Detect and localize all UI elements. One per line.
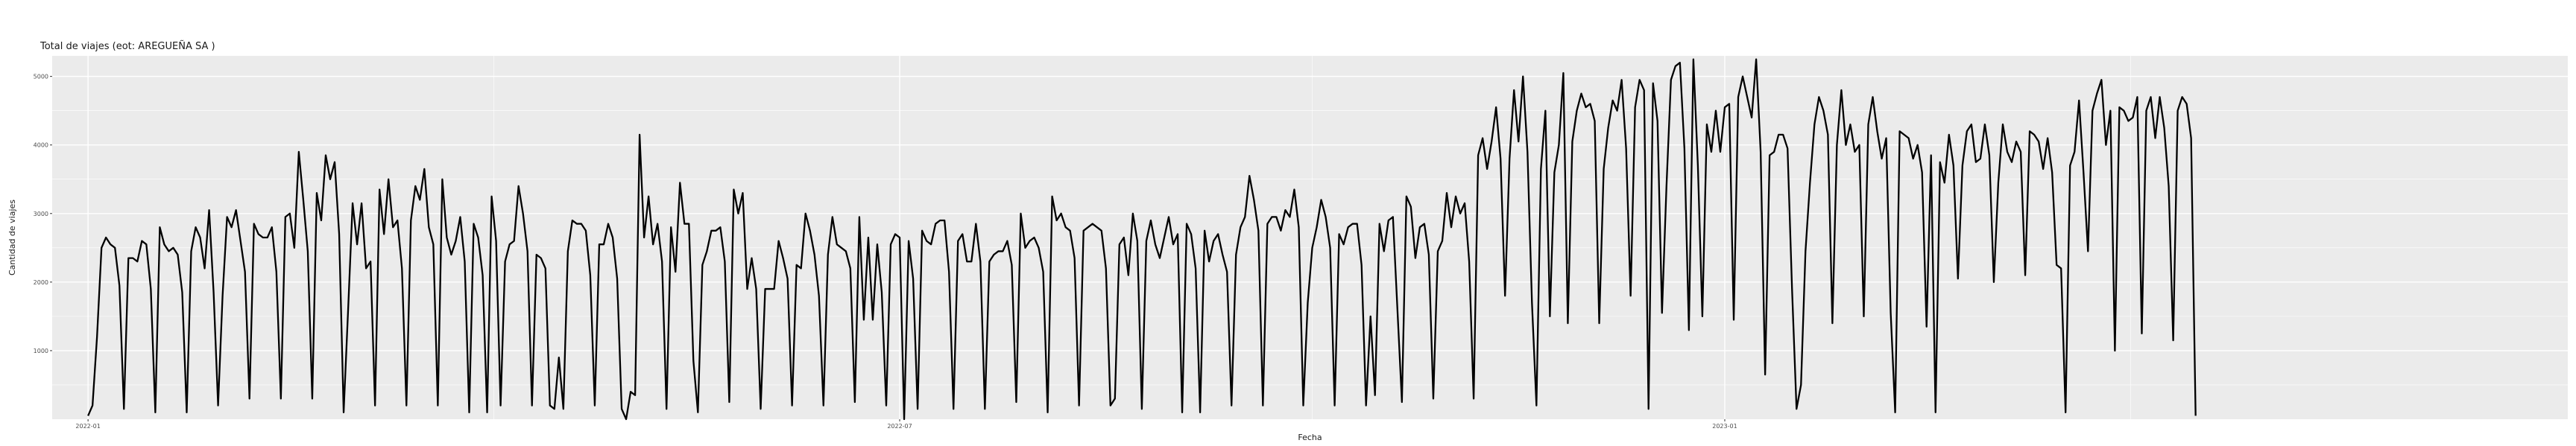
y-axis: 1000 2000 3000 4000 5000 xyxy=(34,74,52,354)
y-tick-label: 4000 xyxy=(34,142,48,149)
y-tick-label: 1000 xyxy=(34,348,48,354)
y-tick-label: 5000 xyxy=(34,74,48,80)
chart-title: Total de viajes (eot: AREGUEÑA SA ) xyxy=(40,40,215,52)
x-tick-label: 2022-07 xyxy=(887,423,912,430)
x-axis: 2022-01 2022-07 2023-01 xyxy=(75,419,1737,430)
y-tick-label: 2000 xyxy=(34,279,48,286)
x-axis-title: Fecha xyxy=(1298,433,1322,442)
major-gridlines xyxy=(52,56,2568,419)
x-tick-label: 2022-01 xyxy=(75,423,100,430)
y-axis-title: Cantidad de viajes xyxy=(7,200,17,275)
x-tick-label: 2023-01 xyxy=(1712,423,1737,430)
plot-panel xyxy=(52,56,2568,419)
series-line xyxy=(87,58,2197,421)
y-tick-label: 3000 xyxy=(34,211,48,217)
